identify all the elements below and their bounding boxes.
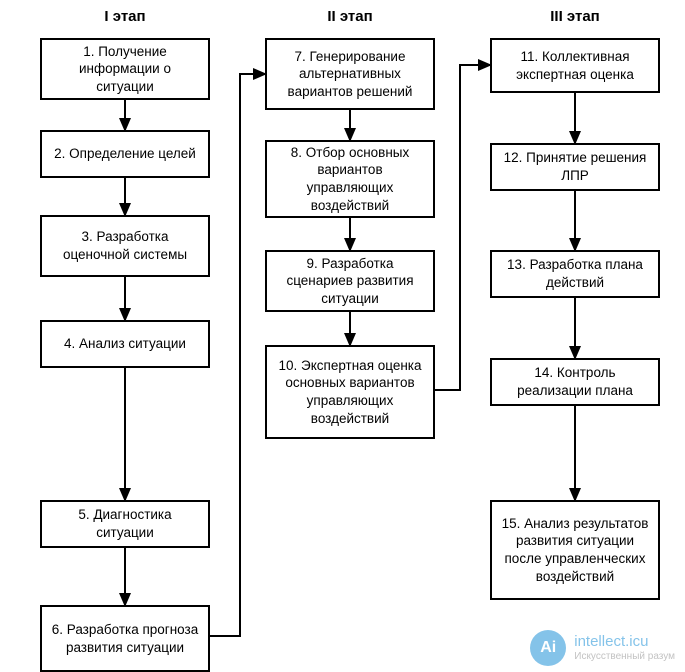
flow-box-1: 1. Получение информации о ситуации xyxy=(40,38,210,100)
flow-box-6: 6. Разработка прогноза развития ситуации xyxy=(40,605,210,672)
flow-box-9: 9. Разработка сценариев развития ситуаци… xyxy=(265,250,435,312)
flow-box-12: 12. Принятие решения ЛПР xyxy=(490,143,660,191)
flow-box-3: 3. Разработка оценочной системы xyxy=(40,215,210,277)
flow-box-2: 2. Определение целей xyxy=(40,130,210,178)
watermark-sub: Искусственный разум xyxy=(574,651,675,662)
watermark-text: intellect.icu Искусственный разум xyxy=(574,634,675,662)
watermark-main: intellect.icu xyxy=(574,634,675,651)
flow-box-4: 4. Анализ ситуации xyxy=(40,320,210,368)
flow-box-10: 10. Экспертная оценка основных вариантов… xyxy=(265,345,435,439)
flow-box-11: 11. Коллективная экспертная оценка xyxy=(490,38,660,93)
flow-box-14: 14. Контроль реализации плана xyxy=(490,358,660,406)
watermark-icon: Ai xyxy=(530,630,566,666)
flow-box-7: 7. Генерирование альтернативных варианто… xyxy=(265,38,435,110)
flow-box-8: 8. Отбор основных вариантов управляющих … xyxy=(265,140,435,218)
stage-header-2: II этап xyxy=(265,8,435,25)
flow-box-13: 13. Разработка плана действий xyxy=(490,250,660,298)
watermark: Ai intellect.icu Искусственный разум xyxy=(530,630,675,666)
stage-header-3: III этап xyxy=(490,8,660,25)
stage-header-1: I этап xyxy=(40,8,210,25)
flow-box-5: 5. Диагностика ситуации xyxy=(40,500,210,548)
flow-box-15: 15. Анализ результатов развития ситуации… xyxy=(490,500,660,600)
